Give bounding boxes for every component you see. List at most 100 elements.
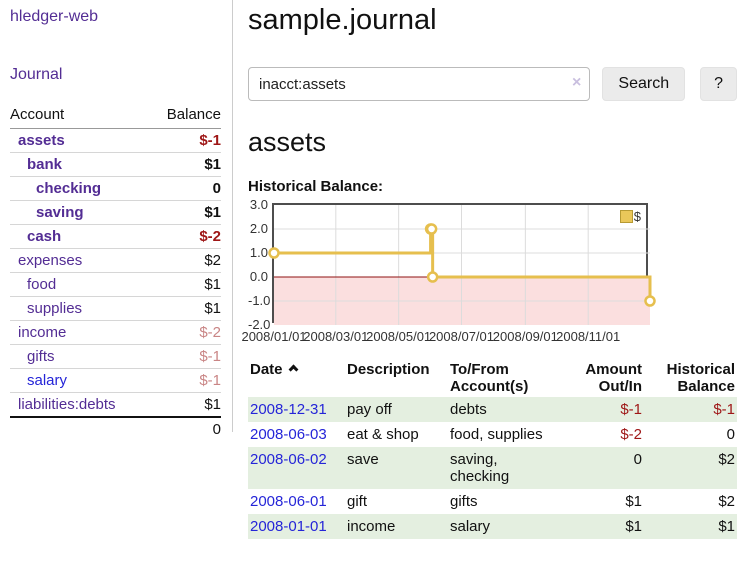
register-description: gift [347,493,368,510]
search-input[interactable] [248,67,591,101]
register-accounts: salary [450,518,491,535]
register-date-link[interactable]: 2008-12-31 [250,401,327,418]
account-balance: $-1 [199,372,221,389]
register-date-link[interactable]: 2008-06-02 [250,451,327,468]
register-date-link[interactable]: 2008-06-03 [250,426,327,443]
clear-search-icon[interactable]: × [572,74,582,91]
account-balance: $-2 [199,228,221,245]
x-axis-tick-label: 2008/05/01 [366,329,432,344]
register-date-link[interactable]: 2008-06-01 [250,493,327,510]
sidebar: hledger-web Journal Account Balance asse… [0,0,233,438]
account-link[interactable]: checking [36,180,102,197]
account-name-cell: checking [10,177,149,201]
account-link[interactable]: food [27,276,57,293]
page-title: sample.journal [248,4,437,36]
account-row: liabilities:debts $1 [10,392,221,418]
accounts-header-balance: Balance [166,106,221,123]
register-balance: $2 [718,493,735,510]
y-axis-tick-label: 2.0 [249,221,268,236]
register-row: 2008-01-01 income salary $1 $1 [248,514,737,539]
y-axis-tick-label: 0.0 [249,269,268,284]
register-accounts: saving, checking [450,451,510,485]
x-axis-tick-label: 2008/09/01 [492,329,558,344]
accounts-table: Account Balance assets $-1 bank $1 checking 0… [10,104,221,441]
account-link[interactable]: assets [18,132,65,149]
help-button[interactable]: ? [700,67,737,101]
register-row: 2008-06-02 save saving, checking 0 $2 [248,447,737,489]
search-button[interactable]: Search [602,67,686,101]
y-axis-tick-label: -1.0 [248,293,271,308]
nav-journal-link[interactable]: Journal [10,66,63,83]
account-name-cell: saving [10,201,149,225]
account-balance: $-1 [199,348,221,365]
register-date-cell: 2008-06-01 [248,489,345,514]
account-balance: $-2 [199,324,221,341]
register-accounts: food, supplies [450,426,543,443]
register-description: eat & shop [347,426,419,443]
account-row: gifts $-1 [10,344,221,369]
account-name-cell: expenses [10,249,149,273]
accounts-total-balance: 0 [212,421,221,438]
register-row: 2008-06-01 gift gifts $1 $2 [248,489,737,514]
account-link[interactable]: gifts [27,348,55,365]
account-link[interactable]: expenses [18,252,83,269]
register-description: pay off [347,401,392,418]
account-name-cell: bank [10,153,149,177]
accounts-header-row: Account Balance [10,104,221,129]
register-header-balance: Historical Balance [666,361,735,395]
data-point-marker [425,223,438,235]
account-balance: $2 [204,252,221,269]
account-link[interactable]: supplies [27,300,83,317]
account-row: saving $1 [10,200,221,225]
register-header-description: Description [347,361,430,378]
register-accounts: debts [450,401,487,418]
y-axis-tick-label: 1.0 [249,245,268,260]
register-header-amount: Amount Out/In [585,361,642,395]
account-name-cell: food [10,273,149,297]
account-link[interactable]: income [18,324,67,341]
register-description: income [347,518,396,535]
account-link[interactable]: saving [36,204,84,221]
register-amount: $-1 [620,401,642,418]
register-row: 2008-12-31 pay off debts $-1 $-1 [248,397,737,422]
account-balance: $1 [204,156,221,173]
register-amount: $-2 [620,426,642,443]
brand-link[interactable]: hledger-web [10,8,99,25]
account-row: cash $-2 [10,224,221,249]
sidebar-nav: Journal [10,66,221,84]
chart-legend: $ [619,209,641,224]
data-point-marker [426,271,439,283]
historical-balance-chart: $ 3.0 2.0 1.0 0.0 -1.0 -2.0 2008/01/01 2008/03/… [241,197,737,344]
account-row: income $-2 [10,320,221,345]
account-balance: $1 [204,300,221,317]
account-name-cell: gifts [10,345,149,369]
register-accounts: gifts [450,493,478,510]
account-name-cell: liabilities:debts [10,393,149,418]
register-date-cell: 2008-06-03 [248,422,345,447]
chart-plot-area: $ [268,203,656,325]
account-link[interactable]: cash [27,228,62,245]
register-date-cell: 2008-12-31 [248,397,345,422]
register-header-date[interactable]: Date [248,359,345,397]
account-link[interactable]: bank [27,156,63,173]
account-balance: $1 [204,276,221,293]
register-date-cell: 2008-06-02 [248,447,345,489]
account-link[interactable]: liabilities:debts [18,396,116,413]
chart-title: Historical Balance: [248,178,384,195]
account-balance: $1 [204,204,221,221]
balance-chart-canvas [268,205,656,325]
account-row: salary $-1 [10,368,221,393]
account-row: supplies $1 [10,296,221,321]
account-balance: $-1 [199,132,221,149]
account-balance: $1 [204,396,221,413]
y-axis-tick-label: 3.0 [249,197,268,212]
register-date-cell: 2008-01-01 [248,514,345,539]
register-date-link[interactable]: 2008-01-01 [250,518,327,535]
accounts-header-account: Account [10,106,65,123]
account-heading: assets [248,127,327,157]
account-link[interactable]: salary [27,372,68,389]
search-form: × Search ? [248,67,737,101]
accounts-total-row: 0 [10,417,221,441]
legend-swatch-icon [619,210,633,223]
register-header-date-label: Date [250,361,283,378]
